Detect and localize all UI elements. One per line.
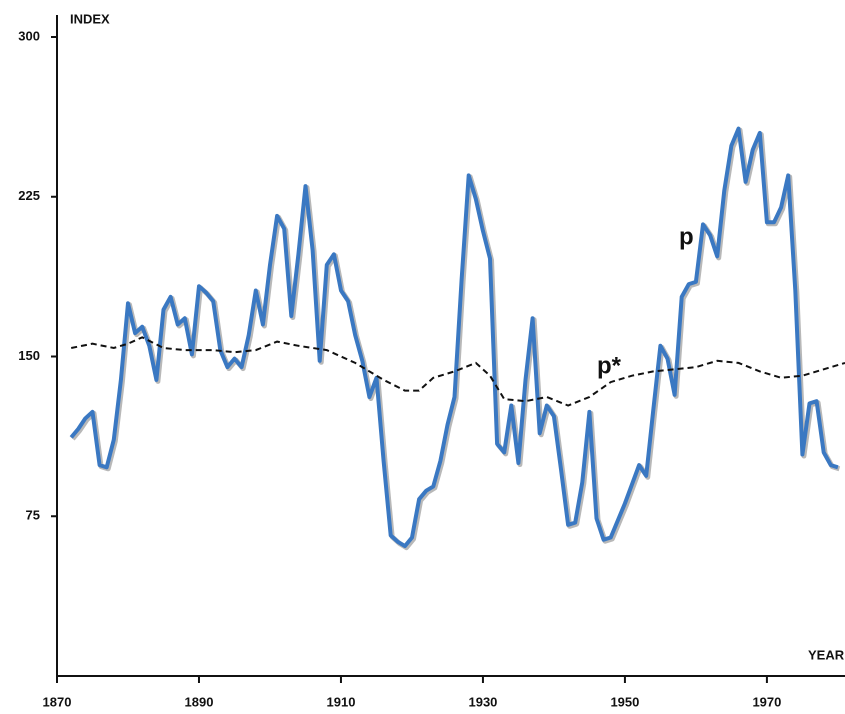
x-tick-label: 1950	[610, 694, 639, 709]
y-tick-label: 150	[18, 348, 40, 363]
y-tick-label: 300	[18, 28, 40, 43]
y-tick-label: 75	[26, 508, 40, 523]
y-tick-label: 225	[18, 188, 40, 203]
x-tick-label: 1890	[185, 694, 214, 709]
series-line	[71, 336, 845, 407]
x-axis-label: YEAR	[808, 647, 845, 662]
x-tick-label: 1970	[752, 694, 781, 709]
x-tick-label: 1930	[468, 694, 497, 709]
x-tick-label: 1870	[43, 694, 72, 709]
x-tick-label: 1910	[327, 694, 356, 709]
series-label: p	[679, 223, 694, 250]
series-line	[69, 126, 839, 549]
series-label: p*	[597, 352, 622, 379]
y-axis-label: INDEX	[70, 11, 110, 26]
